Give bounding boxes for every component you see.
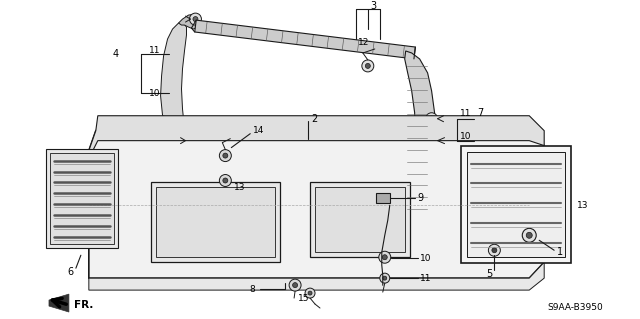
Text: FR.: FR. xyxy=(74,300,93,310)
Text: 13: 13 xyxy=(577,201,589,210)
Text: 12: 12 xyxy=(358,39,369,48)
Text: 3: 3 xyxy=(370,1,376,11)
Text: 4: 4 xyxy=(113,49,119,59)
Circle shape xyxy=(193,17,198,22)
Circle shape xyxy=(382,255,387,260)
Polygon shape xyxy=(161,23,186,121)
Text: 14: 14 xyxy=(253,126,264,135)
Bar xyxy=(310,182,410,257)
Circle shape xyxy=(188,139,193,143)
Text: 5: 5 xyxy=(486,269,493,279)
Bar xyxy=(467,152,565,257)
Text: 11: 11 xyxy=(148,47,160,56)
Text: 7: 7 xyxy=(477,108,484,118)
Circle shape xyxy=(522,228,536,242)
Circle shape xyxy=(488,244,500,256)
Circle shape xyxy=(380,273,390,283)
Text: 10: 10 xyxy=(148,89,160,98)
Polygon shape xyxy=(403,51,435,225)
Text: 6: 6 xyxy=(68,267,74,277)
Bar xyxy=(461,146,571,263)
Text: 10: 10 xyxy=(420,254,431,263)
Circle shape xyxy=(186,136,195,146)
Polygon shape xyxy=(89,262,544,290)
Bar xyxy=(156,188,275,257)
Text: 11: 11 xyxy=(420,274,431,283)
Text: 9: 9 xyxy=(418,193,424,204)
Polygon shape xyxy=(89,131,544,278)
Bar xyxy=(376,193,390,204)
Polygon shape xyxy=(179,119,195,145)
Text: S9AA-B3950: S9AA-B3950 xyxy=(547,302,603,312)
Polygon shape xyxy=(49,294,69,312)
Text: 15: 15 xyxy=(298,293,310,303)
Circle shape xyxy=(362,60,374,72)
Circle shape xyxy=(365,63,371,68)
Text: 11: 11 xyxy=(460,109,471,118)
Circle shape xyxy=(189,13,202,25)
Circle shape xyxy=(308,291,312,295)
Circle shape xyxy=(223,153,228,158)
Circle shape xyxy=(429,116,434,121)
Polygon shape xyxy=(89,116,544,159)
Circle shape xyxy=(426,113,438,125)
Bar xyxy=(150,182,280,262)
Text: 13: 13 xyxy=(234,183,246,192)
Circle shape xyxy=(289,279,301,291)
Circle shape xyxy=(526,232,532,238)
Circle shape xyxy=(223,178,228,183)
Circle shape xyxy=(220,150,231,161)
Circle shape xyxy=(426,135,438,147)
Circle shape xyxy=(292,283,298,288)
Text: 10: 10 xyxy=(460,132,471,141)
Bar xyxy=(46,149,118,248)
Circle shape xyxy=(379,251,391,263)
Text: 2: 2 xyxy=(311,114,317,124)
Circle shape xyxy=(492,248,497,253)
Bar xyxy=(315,188,404,252)
Text: 1: 1 xyxy=(557,247,563,257)
Text: 8: 8 xyxy=(250,285,255,293)
Polygon shape xyxy=(179,14,200,29)
Circle shape xyxy=(220,174,231,187)
Circle shape xyxy=(429,138,434,143)
Bar xyxy=(50,152,114,244)
Circle shape xyxy=(305,288,315,298)
Circle shape xyxy=(383,276,387,280)
Polygon shape xyxy=(195,20,415,59)
